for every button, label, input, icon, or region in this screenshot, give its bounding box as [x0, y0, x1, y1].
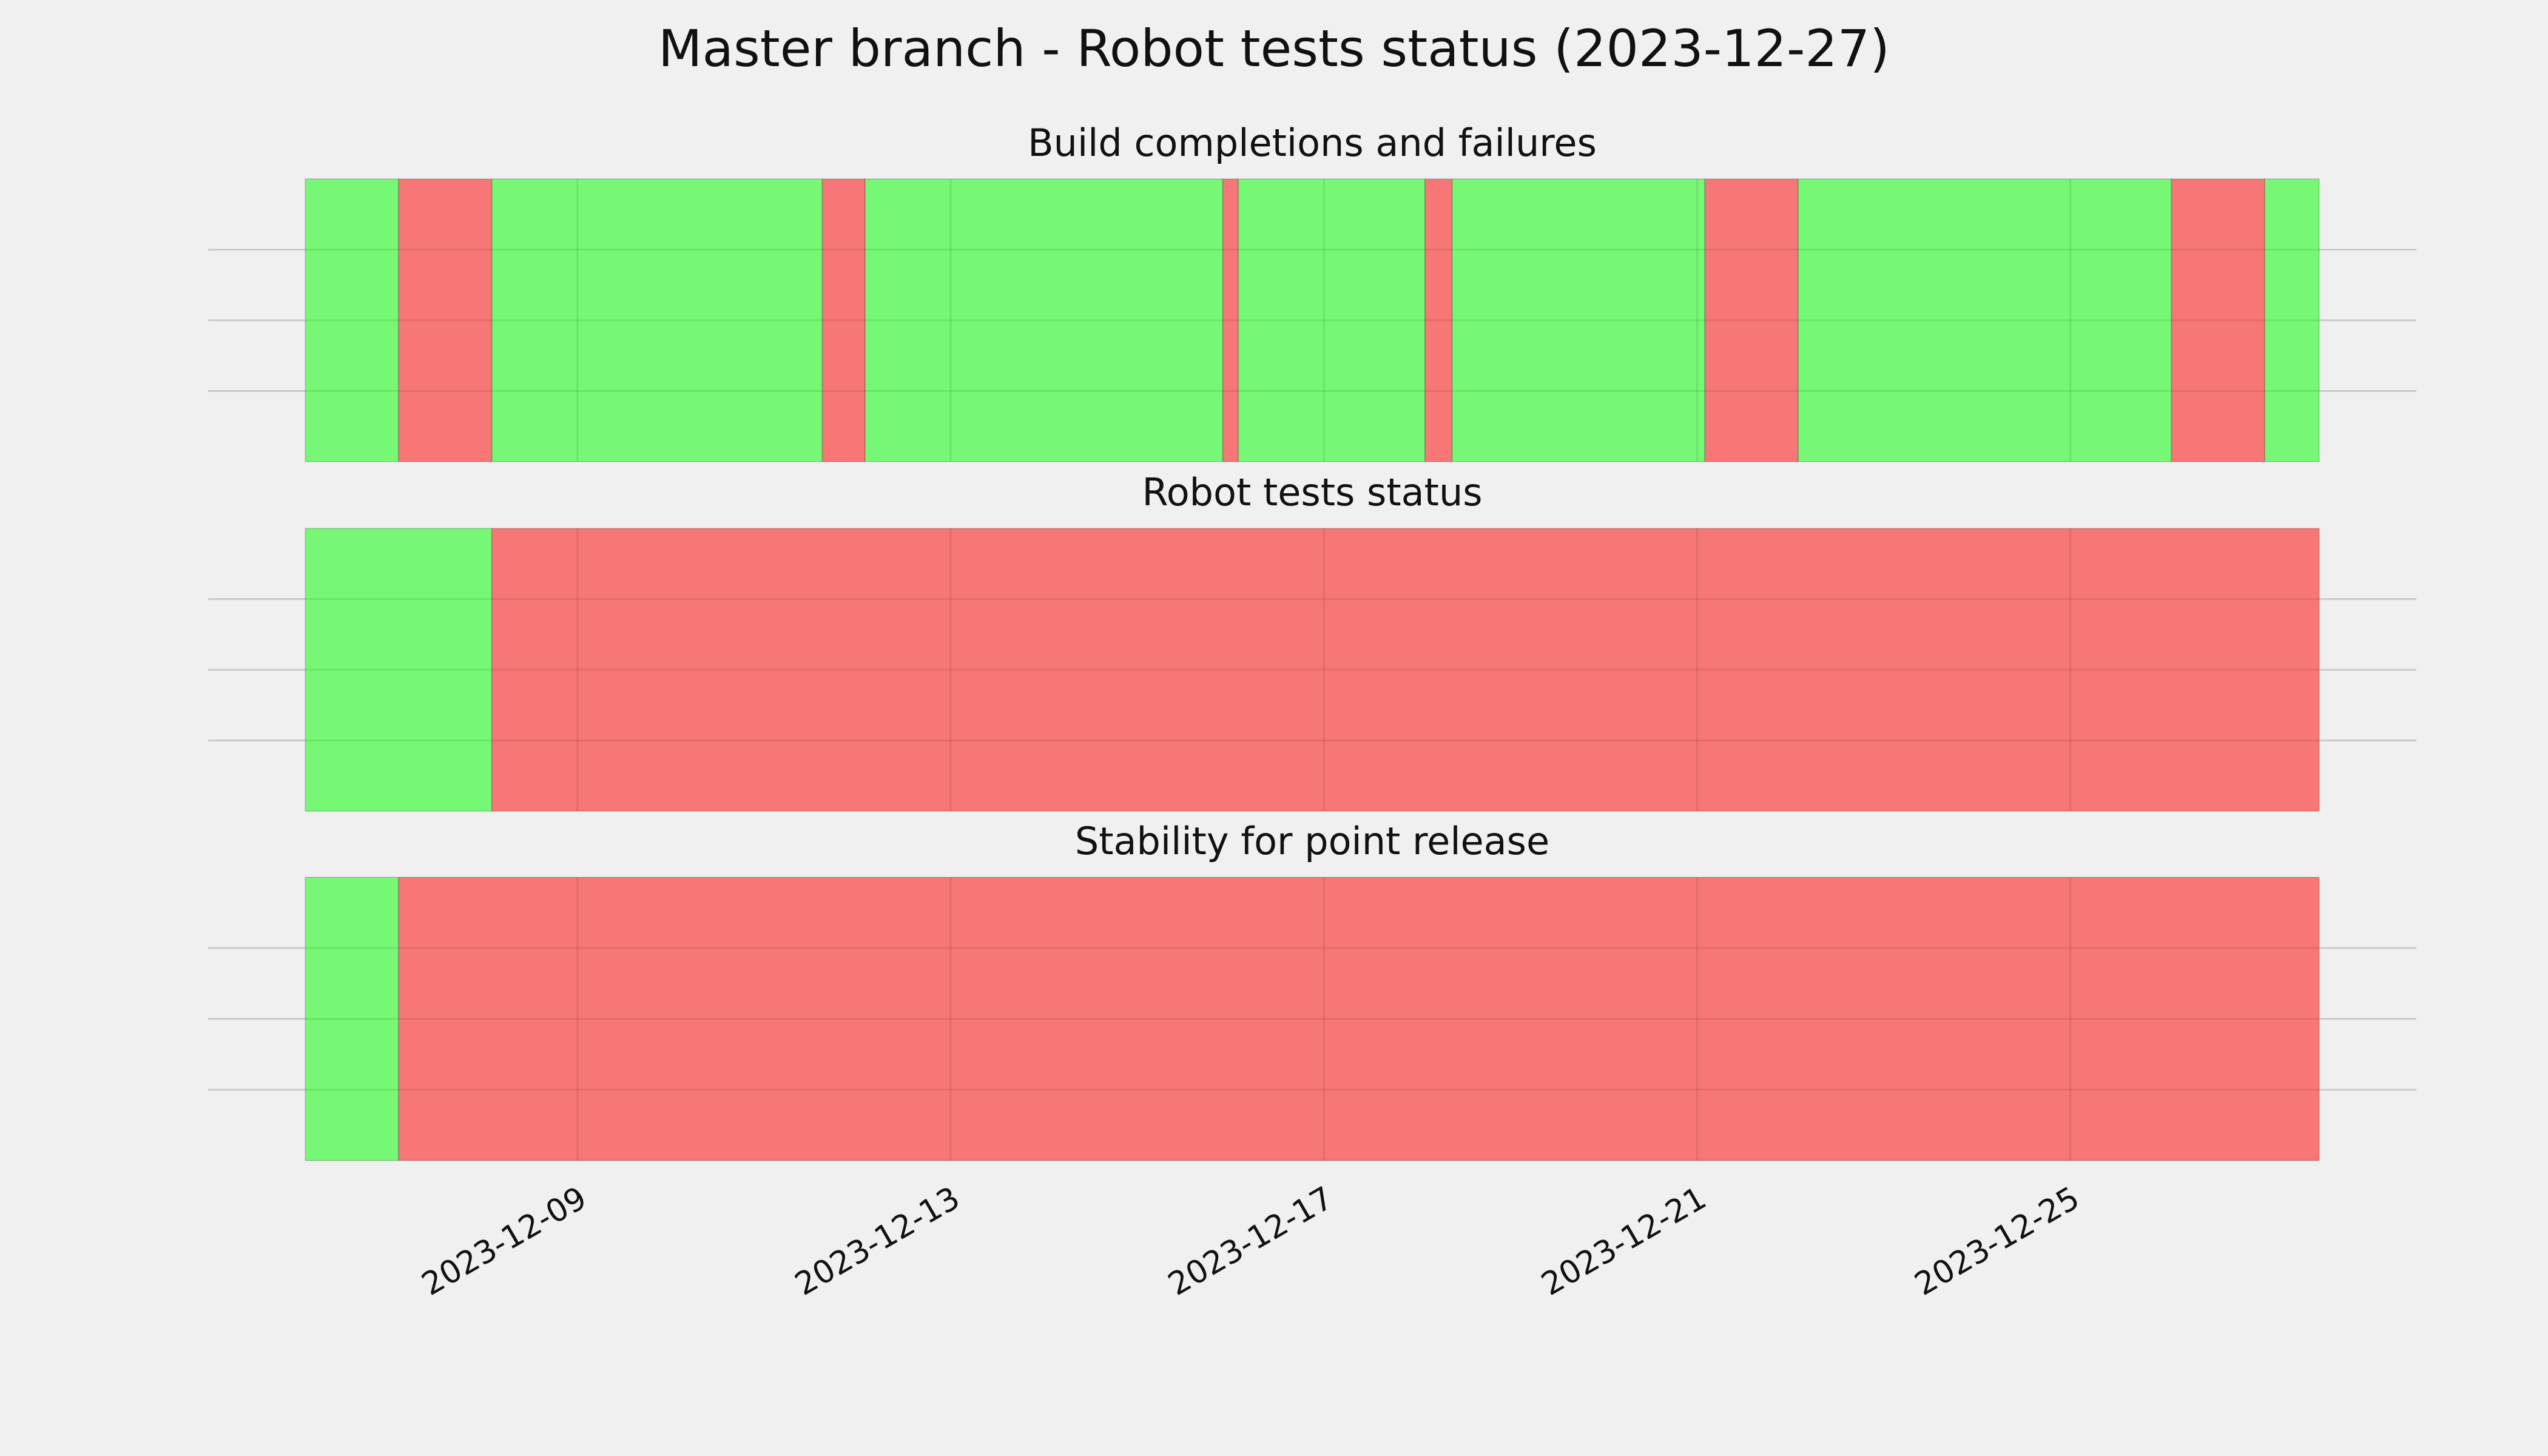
status-span — [1238, 178, 1426, 462]
status-span — [491, 178, 823, 462]
status-span — [398, 877, 2320, 1161]
status-span — [1424, 178, 1453, 462]
status-span — [305, 178, 400, 462]
status-span — [305, 877, 400, 1161]
status-span — [491, 528, 2320, 812]
panel-title: Stability for point release — [1075, 819, 1549, 863]
status-span — [1798, 178, 2172, 462]
panel-title: Robot tests status — [1142, 470, 1482, 514]
status-span — [821, 178, 866, 462]
panel-title: Build completions and failures — [1028, 121, 1597, 165]
status-span — [1222, 178, 1239, 462]
status-span — [305, 528, 493, 812]
status-span — [1704, 178, 1799, 462]
status-span — [1451, 178, 1706, 462]
status-span — [864, 178, 1224, 462]
status-span — [2171, 178, 2266, 462]
status-span — [2264, 178, 2320, 462]
chart-title: Master branch - Robot tests status (2023… — [658, 19, 1890, 78]
